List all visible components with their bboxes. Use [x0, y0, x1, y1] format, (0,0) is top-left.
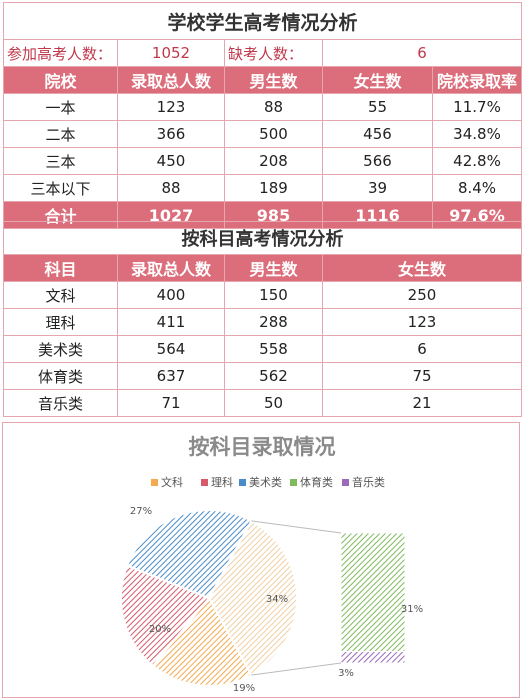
cell: 123 — [322, 308, 522, 336]
cell: 400 — [117, 281, 225, 309]
col-header: 科目 — [3, 254, 118, 282]
cell: 三本以下 — [3, 174, 118, 202]
cell: 71 — [117, 389, 225, 417]
cell: 音乐类 — [3, 389, 118, 417]
col-header: 录取总人数 — [117, 254, 225, 282]
admission-table: 学校学生高考情况分析 参加高考人数： 1052 缺考人数： 6 院校 录取总人数… — [3, 2, 522, 229]
cell: 一本 — [3, 93, 118, 121]
data-label: 31% — [401, 604, 423, 615]
cell: 88 — [224, 93, 323, 121]
legend-swatch — [290, 479, 297, 486]
cell: 34.8% — [432, 120, 522, 148]
cell: 6 — [322, 335, 522, 363]
connector-line — [251, 520, 342, 534]
col-header: 录取总人数 — [117, 66, 225, 94]
bar-segment — [340, 532, 406, 653]
data-label: 20% — [149, 624, 171, 635]
col-header: 女生数 — [322, 66, 433, 94]
cell: 42.8% — [432, 147, 522, 175]
participants-value: 1052 — [117, 39, 225, 67]
cell: 美术类 — [3, 335, 118, 363]
subject-table: 按科目高考情况分析 科目 录取总人数 男生数 女生数 文科 400 150 250 理… — [3, 221, 522, 417]
cell: 8.4% — [432, 174, 522, 202]
cell: 123 — [117, 93, 225, 121]
data-label: 3% — [338, 668, 354, 679]
table-row: 文科 400 150 250 — [3, 281, 522, 309]
cell: 21 — [322, 389, 522, 417]
cell: 456 — [322, 120, 433, 148]
school-title: 学校学生高考情况分析 — [3, 2, 522, 40]
table-row: 二本 366 500 456 34.8% — [3, 120, 522, 148]
legend-swatch — [201, 479, 208, 486]
cell: 366 — [117, 120, 225, 148]
col-header: 院校 — [3, 66, 118, 94]
col-header: 男生数 — [224, 254, 323, 282]
cell: 564 — [117, 335, 225, 363]
cell: 文科 — [3, 281, 118, 309]
chart-legend: 文科 理科 美术类 体育类 音乐类 — [151, 475, 385, 489]
pie-slice — [151, 596, 253, 687]
pie-chart: 按科目录取情况 文科 理科 美术类 体育类 音乐类 19% 20% 27% 34% 31% 3% — [2, 422, 520, 698]
legend-label: 理科 — [211, 475, 233, 489]
cell: 88 — [117, 174, 225, 202]
cell: 189 — [224, 174, 323, 202]
cell: 11.7% — [432, 93, 522, 121]
cell: 理科 — [3, 308, 118, 336]
cell: 208 — [224, 147, 323, 175]
col-header: 院校录取率 — [432, 66, 522, 94]
absent-value: 6 — [322, 39, 522, 67]
legend-label: 音乐类 — [352, 475, 385, 489]
cell: 150 — [224, 281, 323, 309]
cell: 637 — [117, 362, 225, 390]
absent-label: 缺考人数： — [224, 39, 323, 67]
pie-slices — [120, 509, 298, 687]
table-row: 美术类 564 558 6 — [3, 335, 522, 363]
pie-slice — [120, 564, 211, 668]
legend-label: 文科 — [161, 475, 183, 489]
cell: 二本 — [3, 120, 118, 148]
chart-title: 按科目录取情况 — [189, 435, 336, 459]
legend-label: 体育类 — [300, 475, 333, 489]
cell: 288 — [224, 308, 323, 336]
pie-chart-svg: 按科目录取情况 文科 理科 美术类 体育类 音乐类 19% 20% 27% 34% 31% 3% — [120, 435, 423, 694]
cell: 39 — [322, 174, 433, 202]
cell: 562 — [224, 362, 323, 390]
col-header: 男生数 — [224, 66, 323, 94]
connector-line — [251, 662, 342, 676]
cell: 250 — [322, 281, 522, 309]
cell: 450 — [117, 147, 225, 175]
col-header: 女生数 — [322, 254, 522, 282]
participants-label: 参加高考人数： — [3, 39, 118, 67]
data-label: 19% — [233, 683, 255, 694]
pie-slice — [125, 509, 253, 600]
table-row: 理科 411 288 123 — [3, 308, 522, 336]
legend-swatch — [342, 479, 349, 486]
cell: 三本 — [3, 147, 118, 175]
cell: 566 — [322, 147, 433, 175]
cell: 体育类 — [3, 362, 118, 390]
cell: 411 — [117, 308, 225, 336]
pie-of-pie-bar — [251, 520, 406, 676]
data-label: 34% — [266, 594, 288, 605]
data-labels: 19% 20% 27% 34% 31% 3% — [130, 506, 423, 694]
table-row: 三本 450 208 566 42.8% — [3, 147, 522, 175]
subject-title: 按科目高考情况分析 — [3, 221, 522, 255]
data-label: 27% — [130, 506, 152, 517]
cell: 50 — [224, 389, 323, 417]
legend-swatch — [151, 479, 158, 486]
legend-label: 美术类 — [249, 475, 282, 489]
cell: 75 — [322, 362, 522, 390]
bar-segment — [340, 651, 406, 664]
legend-swatch — [239, 479, 246, 486]
cell: 500 — [224, 120, 323, 148]
table-row: 一本 123 88 55 11.7% — [3, 93, 522, 121]
table-row: 三本以下 88 189 39 8.4% — [3, 174, 522, 202]
table-row: 音乐类 71 50 21 — [3, 389, 522, 417]
table-row: 体育类 637 562 75 — [3, 362, 522, 390]
cell: 558 — [224, 335, 323, 363]
cell: 55 — [322, 93, 433, 121]
